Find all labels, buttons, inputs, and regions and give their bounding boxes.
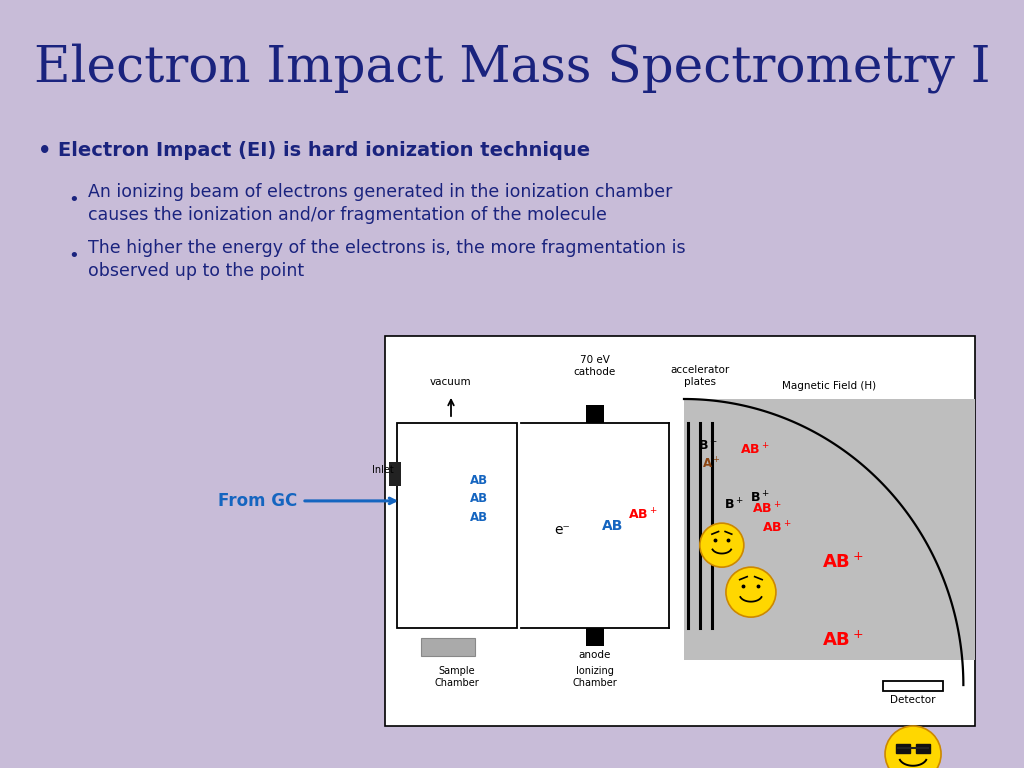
Bar — [421, 638, 475, 656]
Text: AB: AB — [470, 492, 487, 505]
Circle shape — [885, 726, 941, 768]
Text: •: • — [68, 247, 79, 265]
Text: e⁻: e⁻ — [555, 522, 570, 537]
Circle shape — [699, 523, 743, 567]
Text: AB: AB — [470, 474, 487, 487]
Bar — [586, 628, 604, 646]
Circle shape — [726, 567, 776, 617]
Text: B$^+$: B$^+$ — [698, 439, 718, 454]
Text: Electron Impact Mass Spectrometry I: Electron Impact Mass Spectrometry I — [34, 43, 990, 93]
Text: AB: AB — [602, 518, 624, 532]
Text: AB$^+$: AB$^+$ — [821, 552, 863, 572]
Text: anode: anode — [579, 650, 611, 660]
Text: AB$^+$: AB$^+$ — [762, 521, 792, 535]
Text: Sample
Chamber: Sample Chamber — [434, 666, 479, 688]
Bar — [385, 336, 975, 726]
Text: vacuum: vacuum — [430, 377, 472, 387]
Text: AB: AB — [470, 511, 487, 524]
Text: AB$^+$: AB$^+$ — [740, 442, 769, 458]
Text: accelerator
plates: accelerator plates — [671, 365, 730, 387]
Bar — [684, 399, 975, 660]
Bar — [389, 462, 401, 486]
Bar — [586, 405, 604, 423]
Text: An ionizing beam of electrons generated in the ionization chamber: An ionizing beam of electrons generated … — [88, 183, 673, 201]
Text: 70 eV
cathode: 70 eV cathode — [573, 355, 616, 377]
Text: Ionizing
Chamber: Ionizing Chamber — [572, 666, 617, 688]
Bar — [397, 423, 517, 628]
Text: causes the ionization and/or fragmentation of the molecule: causes the ionization and/or fragmentati… — [88, 206, 607, 224]
Text: AB$^+$: AB$^+$ — [821, 631, 863, 650]
Bar — [916, 743, 931, 753]
Text: Inlet: Inlet — [373, 465, 394, 475]
Text: A$^+$: A$^+$ — [724, 535, 742, 550]
Bar — [896, 743, 909, 753]
Text: observed up to the point: observed up to the point — [88, 262, 304, 280]
Text: The higher the energy of the electrons is, the more fragmentation is: The higher the energy of the electrons i… — [88, 239, 686, 257]
Text: AB$^+$: AB$^+$ — [628, 508, 657, 523]
Text: •: • — [68, 191, 79, 209]
Text: B$^+$: B$^+$ — [724, 498, 743, 513]
Text: Electron Impact (EI) is hard ionization technique: Electron Impact (EI) is hard ionization … — [58, 141, 590, 161]
Text: Magnetic Field (H): Magnetic Field (H) — [782, 381, 877, 391]
Text: •: • — [38, 141, 51, 161]
Text: B$^+$: B$^+$ — [750, 490, 770, 505]
Text: From GC: From GC — [218, 492, 297, 510]
Bar — [883, 681, 943, 691]
Text: AB$^+$: AB$^+$ — [752, 502, 781, 517]
Text: A$^+$: A$^+$ — [702, 456, 721, 472]
Text: Detector: Detector — [890, 695, 936, 705]
